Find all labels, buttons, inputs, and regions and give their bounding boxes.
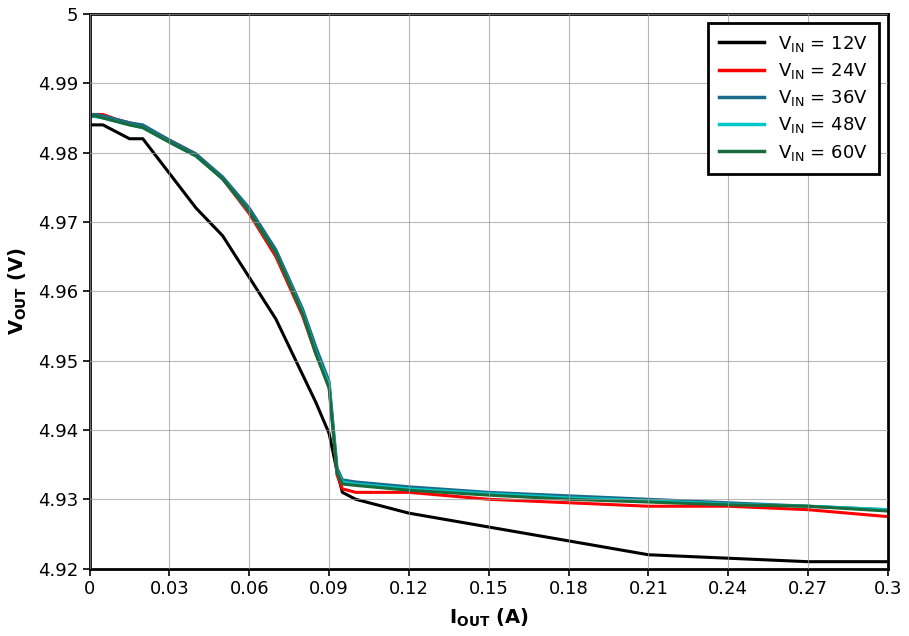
X-axis label: $\mathregular{I_{OUT}}$ (A): $\mathregular{I_{OUT}}$ (A): [449, 607, 529, 629]
Legend: $\mathregular{V_{IN}}$ = 12V, $\mathregular{V_{IN}}$ = 24V, $\mathregular{V_{IN}: $\mathregular{V_{IN}}$ = 12V, $\mathregu…: [708, 23, 879, 174]
Y-axis label: $\mathregular{V_{OUT}}$ (V): $\mathregular{V_{OUT}}$ (V): [7, 247, 29, 335]
